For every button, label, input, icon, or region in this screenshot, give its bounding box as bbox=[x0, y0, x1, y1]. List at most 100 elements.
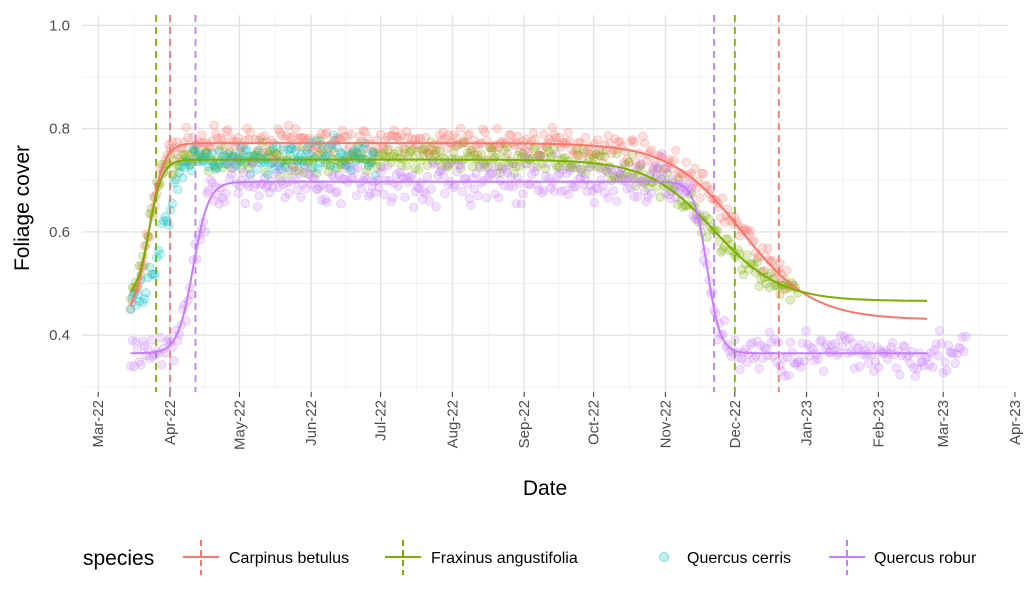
data-point bbox=[283, 120, 294, 131]
data-point bbox=[910, 371, 921, 381]
data-point bbox=[211, 164, 221, 174]
data-point bbox=[310, 144, 320, 154]
data-point bbox=[280, 192, 290, 203]
data-point bbox=[341, 145, 351, 155]
data-point bbox=[730, 335, 740, 345]
data-point bbox=[754, 281, 764, 291]
data-point bbox=[259, 131, 269, 141]
data-point bbox=[157, 360, 167, 370]
data-point bbox=[594, 151, 605, 161]
data-point bbox=[162, 216, 172, 226]
data-point bbox=[518, 189, 528, 199]
data-point bbox=[747, 338, 757, 348]
data-point bbox=[563, 189, 573, 199]
data-point bbox=[726, 211, 737, 221]
data-point bbox=[570, 146, 580, 156]
data-point bbox=[500, 164, 511, 174]
data-point bbox=[646, 188, 657, 198]
data-point bbox=[261, 182, 271, 192]
data-point bbox=[473, 191, 483, 201]
data-point bbox=[794, 356, 804, 366]
data-point bbox=[436, 165, 446, 175]
data-point bbox=[240, 146, 250, 156]
data-point bbox=[414, 165, 424, 175]
data-point bbox=[504, 130, 514, 140]
data-point bbox=[655, 192, 665, 202]
data-point bbox=[421, 132, 431, 142]
data-point bbox=[815, 336, 825, 346]
data-point bbox=[339, 131, 349, 142]
data-point bbox=[164, 334, 174, 344]
data-point bbox=[830, 338, 841, 348]
data-point bbox=[608, 171, 618, 181]
data-point bbox=[658, 164, 669, 174]
data-point bbox=[853, 343, 863, 353]
data-point bbox=[214, 147, 224, 157]
data-point bbox=[959, 346, 969, 357]
data-point bbox=[374, 182, 384, 193]
data-point bbox=[165, 205, 176, 215]
data-point bbox=[615, 137, 625, 147]
data-point bbox=[211, 163, 221, 173]
data-point bbox=[492, 149, 502, 159]
data-point bbox=[886, 342, 896, 352]
data-point bbox=[589, 198, 599, 208]
data-point bbox=[273, 149, 283, 159]
data-point bbox=[417, 144, 427, 154]
data-point bbox=[912, 364, 922, 374]
data-point bbox=[936, 338, 947, 349]
data-point bbox=[296, 149, 306, 159]
data-point bbox=[593, 184, 603, 194]
x-tick-label: Jun-22 bbox=[303, 400, 320, 446]
data-point bbox=[225, 146, 235, 156]
data-point bbox=[492, 124, 502, 134]
data-point bbox=[226, 164, 236, 174]
data-point bbox=[837, 341, 848, 351]
data-point bbox=[207, 148, 217, 158]
data-point bbox=[681, 186, 691, 196]
data-point bbox=[476, 149, 486, 159]
data-point bbox=[190, 145, 200, 155]
data-point bbox=[204, 166, 214, 176]
data-point bbox=[712, 334, 723, 345]
data-point bbox=[131, 337, 141, 347]
data-point bbox=[948, 348, 959, 358]
data-point bbox=[570, 182, 580, 192]
data-point bbox=[417, 146, 427, 156]
data-point bbox=[777, 269, 787, 280]
data-point bbox=[580, 132, 591, 142]
data-point bbox=[393, 181, 403, 191]
data-point bbox=[285, 132, 295, 143]
data-point bbox=[462, 130, 472, 141]
data-point bbox=[928, 362, 938, 372]
data-point bbox=[202, 147, 212, 157]
data-point bbox=[639, 138, 650, 148]
data-point bbox=[344, 162, 354, 172]
data-point bbox=[603, 193, 613, 203]
x-axis-title: Date bbox=[523, 477, 567, 500]
data-point bbox=[188, 144, 198, 154]
data-point bbox=[332, 187, 342, 197]
data-point bbox=[363, 191, 374, 201]
y-tick-label: 0.6 bbox=[49, 224, 70, 241]
data-point bbox=[301, 149, 311, 159]
data-point bbox=[417, 194, 427, 204]
data-point bbox=[483, 162, 493, 173]
data-point bbox=[938, 368, 948, 378]
data-point bbox=[690, 163, 700, 174]
data-point bbox=[358, 126, 368, 136]
data-point bbox=[370, 170, 380, 180]
data-point bbox=[572, 162, 582, 172]
data-point bbox=[388, 130, 398, 140]
data-point bbox=[575, 164, 585, 174]
data-point bbox=[308, 163, 318, 173]
data-point bbox=[268, 144, 278, 154]
data-point bbox=[322, 128, 332, 138]
data-point bbox=[603, 130, 613, 140]
data-point bbox=[174, 168, 184, 178]
data-point bbox=[155, 249, 165, 259]
data-point bbox=[221, 188, 231, 198]
data-point bbox=[469, 184, 479, 194]
data-point bbox=[204, 185, 214, 196]
data-point bbox=[138, 297, 148, 307]
